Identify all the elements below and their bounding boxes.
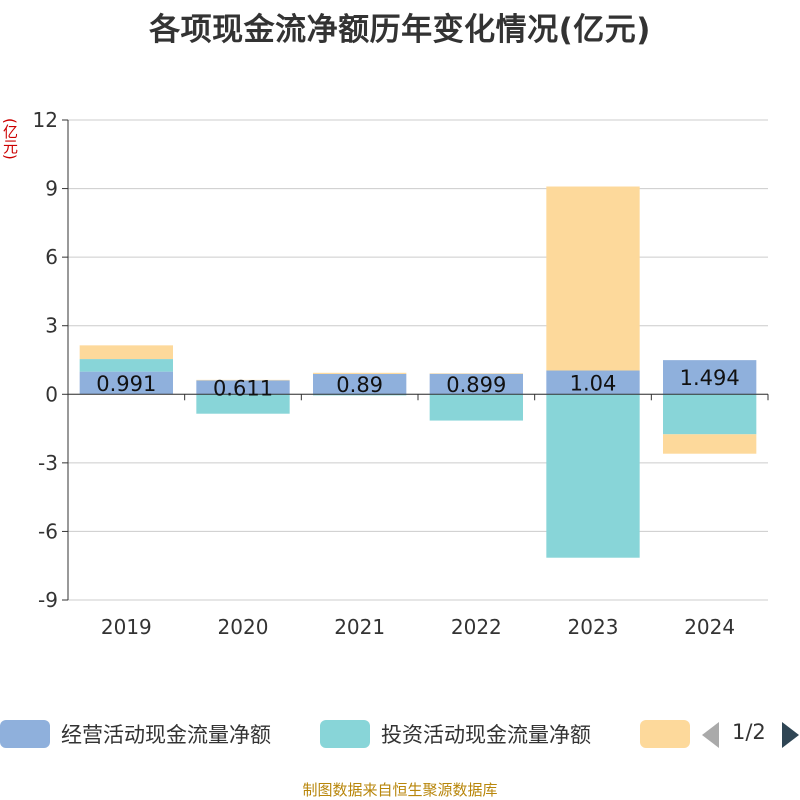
bar-series0-2019 bbox=[79, 371, 173, 395]
source-note: 制图数据来自恒生聚源数据库 bbox=[302, 781, 498, 799]
x-tick-label: 2024 bbox=[684, 615, 735, 639]
legend-swatch-financing bbox=[640, 720, 690, 748]
y-tick-label: -3 bbox=[38, 451, 58, 475]
pager-page-text: 1/2 bbox=[732, 720, 766, 744]
y-axis-unit-label: (亿元) bbox=[1, 118, 19, 160]
bar-series2-2021 bbox=[313, 372, 407, 374]
data-label: 1.04 bbox=[570, 371, 617, 395]
x-tick-label: 2019 bbox=[101, 615, 152, 639]
bar-series1-2019 bbox=[79, 359, 173, 372]
data-label: 0.89 bbox=[336, 373, 383, 397]
x-tick-label: 2020 bbox=[218, 615, 269, 639]
bar-series1-2020 bbox=[196, 394, 290, 414]
y-tick-label: -6 bbox=[38, 519, 58, 543]
pager-prev-arrow-icon[interactable] bbox=[702, 722, 719, 748]
data-label: 1.494 bbox=[680, 366, 740, 390]
legend-pager: 1/2 bbox=[700, 716, 800, 752]
bar-series2-2020 bbox=[196, 379, 290, 381]
y-tick-label: 3 bbox=[45, 314, 58, 338]
bar-series1-2022 bbox=[429, 394, 523, 421]
y-tick-label: 6 bbox=[45, 245, 58, 269]
y-tick-label: -9 bbox=[38, 588, 58, 612]
chart-plot: -9 -6 -3 0 3 6 9 12 2019 2020 2021 2022 2023 2024 0.9… bbox=[33, 108, 769, 639]
legend-label-operating: 经营活动现金流量净额 bbox=[61, 723, 271, 747]
bar-series0-2023 bbox=[546, 370, 640, 395]
data-label: 0.611 bbox=[213, 376, 273, 400]
bar-series1-2021 bbox=[313, 394, 407, 396]
data-label: 0.899 bbox=[446, 373, 506, 397]
legend-item-financing[interactable] bbox=[640, 716, 701, 752]
bar-series2-2023 bbox=[546, 186, 640, 371]
y-tick-label: 12 bbox=[33, 108, 58, 132]
y-tick-label: 0 bbox=[45, 382, 58, 406]
legend-item-operating[interactable]: 经营活动现金流量净额 bbox=[0, 716, 271, 752]
bar-series0-2022 bbox=[429, 373, 523, 395]
x-tick-label: 2023 bbox=[568, 615, 619, 639]
bar-series2-2022 bbox=[429, 373, 523, 374]
legend-item-investing[interactable]: 投资活动现金流量净额 bbox=[320, 716, 591, 752]
y-tick-label: 9 bbox=[45, 177, 58, 201]
bar-series0-2020 bbox=[196, 380, 290, 395]
legend-swatch-investing bbox=[320, 720, 370, 748]
bar-series2-2024 bbox=[663, 434, 757, 454]
bar-series1-2024 bbox=[663, 394, 757, 435]
chart-title: 各项现金流净额历年变化情况(亿元) bbox=[149, 12, 651, 48]
bar-series0-2024 bbox=[663, 360, 757, 395]
data-label: 0.991 bbox=[96, 372, 156, 396]
x-tick-label: 2021 bbox=[334, 615, 385, 639]
bar-series2-2019 bbox=[79, 345, 173, 360]
legend-swatch-operating bbox=[0, 720, 50, 748]
x-tick-label: 2022 bbox=[451, 615, 502, 639]
bar-series1-2023 bbox=[546, 394, 640, 558]
pager-next-arrow-icon[interactable] bbox=[782, 722, 799, 748]
bar-series0-2021 bbox=[313, 373, 407, 395]
legend-label-investing: 投资活动现金流量净额 bbox=[381, 723, 591, 747]
legend: 经营活动现金流量净额 投资活动现金流量净额 1/2 bbox=[0, 716, 800, 752]
